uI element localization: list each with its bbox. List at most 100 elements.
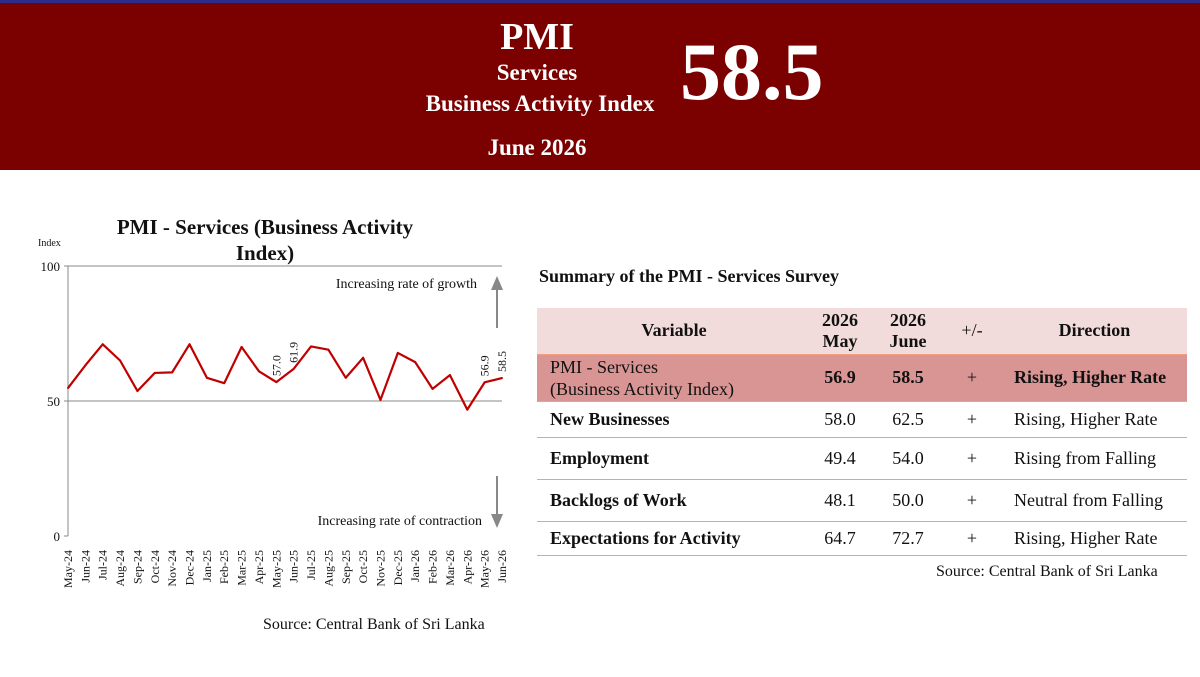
row-change: +: [966, 489, 978, 510]
table-source: Source: Central Bank of Sri Lanka: [936, 563, 1158, 580]
summary-table: Variable 2026 May 2026 June +/- Directio…: [537, 308, 1187, 556]
row-variable: Expectations for Activity: [550, 527, 741, 548]
header-june-year: 2026: [890, 309, 926, 330]
row-change: +: [966, 408, 978, 429]
x-tick-label: Sep-24: [130, 550, 144, 584]
data-point: [119, 359, 122, 362]
row-may-value: 48.1: [824, 489, 856, 510]
x-tick-label: Aug-24: [113, 550, 127, 587]
y-tick-label: 100: [41, 259, 61, 274]
x-tick-label: Aug-25: [321, 550, 335, 587]
data-point: [223, 382, 226, 385]
series-line-pmi: [67, 343, 503, 411]
table-row-new-businesses: New Businesses 58.0 62.5 + Rising, Highe…: [537, 401, 1187, 437]
header-may-month: May: [822, 330, 858, 351]
x-tick-label: Feb-26: [426, 550, 440, 584]
data-point: [414, 361, 417, 364]
data-point: [67, 387, 69, 390]
row-variable: Backlogs of Work: [550, 489, 687, 510]
contraction-annotation: Increasing rate of contraction: [318, 514, 482, 529]
x-tick-label: Jan-25: [200, 550, 214, 582]
data-point: [448, 374, 451, 377]
data-point: [310, 345, 313, 348]
row-june-value: 72.7: [892, 527, 924, 548]
chart-title: PMI - Services (Business Activity Index): [95, 214, 435, 266]
chart-title-line-1: PMI - Services (Business Activity: [116, 215, 414, 239]
row-variable-line-1: PMI - Services: [550, 356, 658, 377]
x-tick-label: Apr-25: [252, 550, 266, 584]
row-may-value: 56.9: [806, 353, 874, 401]
header-index-value: 58.5: [680, 26, 824, 117]
y-tick-label: 50: [47, 394, 60, 409]
data-point: [84, 364, 87, 367]
data-point: [257, 370, 260, 373]
table-row-pmi-services: PMI - Services (Business Activity Index)…: [537, 353, 1187, 401]
header-change: +/-: [961, 320, 983, 341]
table-row-backlogs: Backlogs of Work 48.1 50.0 + Neutral fro…: [537, 479, 1187, 521]
y-tick-label: 0: [54, 529, 61, 544]
x-tick-label: Nov-24: [165, 550, 179, 587]
row-june-value: 54.0: [892, 447, 924, 468]
row-direction: Neutral from Falling: [1014, 489, 1163, 510]
x-tick-label: Sep-25: [339, 550, 353, 584]
x-tick-label: May-26: [478, 550, 492, 588]
row-may-value: 49.4: [824, 447, 856, 468]
data-point: [240, 346, 243, 348]
row-change: +: [966, 447, 978, 468]
data-label: 56.9: [478, 355, 492, 376]
data-point: [101, 343, 104, 346]
data-point: [501, 377, 503, 380]
row-variable: New Businesses: [550, 408, 670, 429]
data-point: [379, 398, 382, 401]
data-point: [327, 348, 330, 351]
growth-annotation: Increasing rate of growth: [336, 277, 477, 292]
header-june: 2026 June: [874, 308, 942, 354]
x-tick-label: Jun-24: [78, 550, 92, 583]
x-tick-label: Dec-25: [391, 550, 405, 585]
row-may-value: 64.7: [824, 527, 856, 548]
table-row-expectations: Expectations for Activity 64.7 72.7 + Ri…: [537, 521, 1187, 555]
table-title: Summary of the PMI - Services Survey: [539, 266, 839, 286]
x-tick-label: Jan-26: [408, 550, 422, 582]
header-may: 2026 May: [806, 308, 874, 354]
row-may-value: 58.0: [824, 408, 856, 429]
x-tick-label: Jun-26: [495, 550, 509, 583]
header-month: June 2026: [487, 135, 587, 160]
header-title: PMI: [500, 16, 574, 58]
chart-source: Source: Central Bank of Sri Lanka: [263, 616, 485, 633]
contraction-arrow-head-icon: [491, 514, 503, 528]
data-label: 61.9: [287, 342, 301, 363]
data-point: [153, 371, 156, 374]
row-variable-line-2: (Business Activity Index): [550, 378, 734, 399]
row-direction: Rising, Higher Rate: [1014, 408, 1158, 429]
row-direction: Rising, Higher Rate: [1002, 353, 1187, 401]
growth-arrow-head-icon: [491, 276, 503, 290]
header-subtitle-services: Services: [496, 60, 578, 85]
top-border-line: [0, 0, 1200, 3]
row-direction: Rising, Higher Rate: [1014, 527, 1158, 548]
x-tick-label: Apr-26: [460, 550, 474, 584]
row-june-value: 58.5: [874, 353, 942, 401]
data-point: [188, 343, 191, 346]
row-variable: Employment: [550, 447, 649, 468]
x-tick-label: May-25: [269, 550, 283, 588]
x-tick-label: Oct-25: [356, 550, 370, 583]
x-tick-label: May-24: [61, 550, 75, 588]
data-point: [483, 381, 486, 384]
x-tick-label: Jul-24: [96, 550, 110, 580]
data-point: [205, 376, 208, 379]
header-subtitle-index: Business Activity Index: [425, 91, 655, 116]
table-row-employment: Employment 49.4 54.0 + Rising from Falli…: [537, 437, 1187, 479]
data-label: 57.0: [269, 355, 283, 376]
row-variable: PMI - Services (Business Activity Index): [537, 353, 806, 401]
header-june-month: June: [889, 330, 927, 351]
x-tick-label: Feb-25: [217, 550, 231, 584]
row-june-value: 62.5: [892, 408, 924, 429]
x-tick-label: Mar-26: [443, 550, 457, 586]
x-tick-label: Jun-25: [287, 550, 301, 583]
y-axis-label: Index: [38, 238, 61, 249]
data-point: [396, 351, 399, 354]
data-point: [292, 367, 295, 370]
header-banner: PMI Services Business Activity Index 58.…: [0, 3, 1200, 170]
